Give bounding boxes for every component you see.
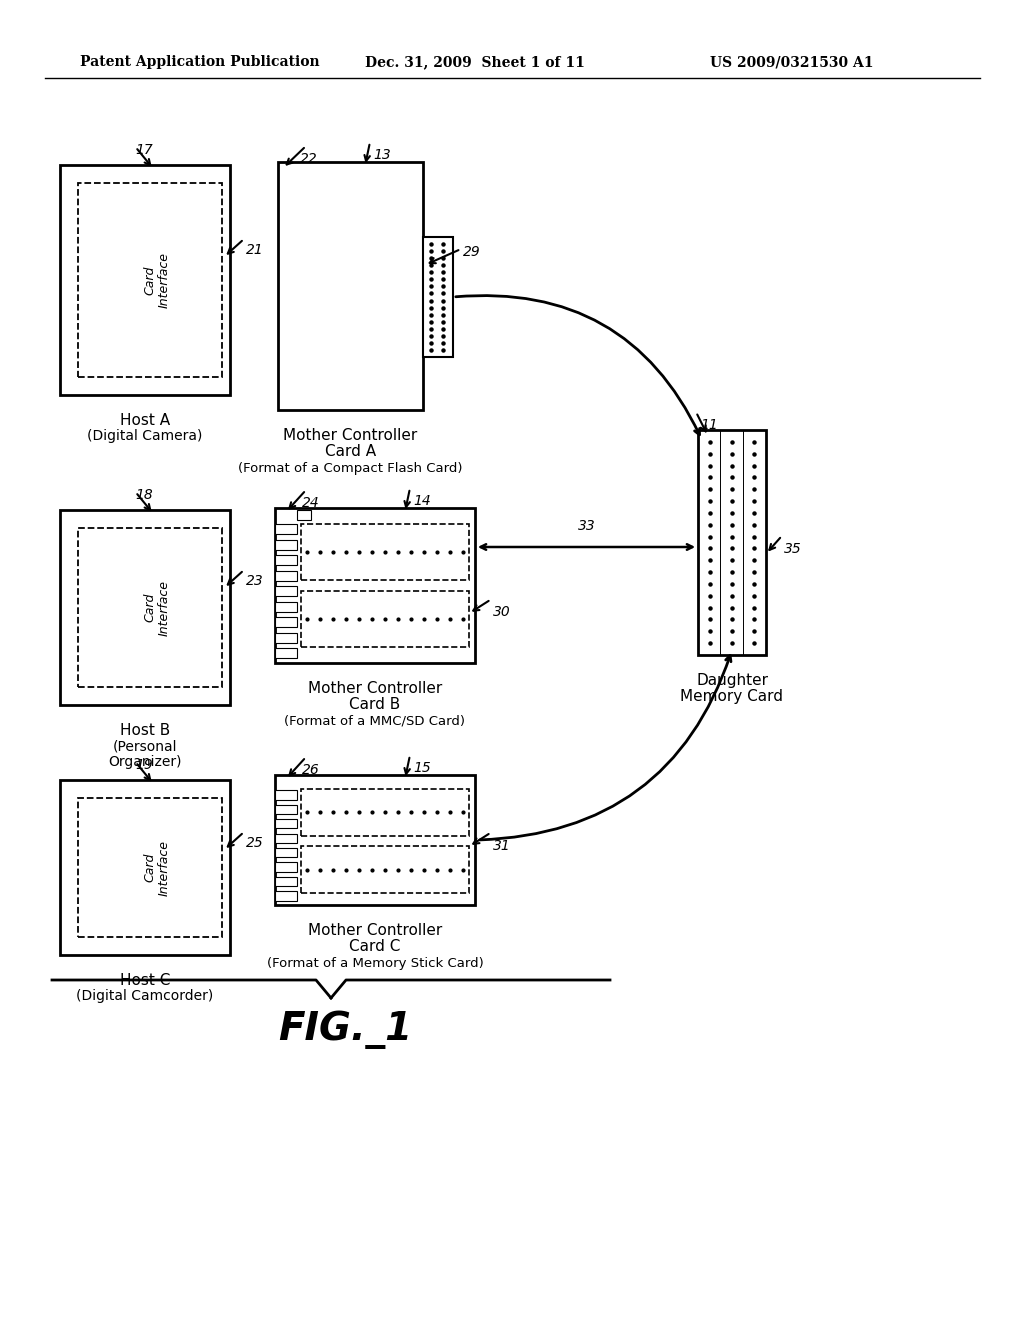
Text: Card B: Card B <box>349 697 400 711</box>
Text: 11: 11 <box>700 418 718 432</box>
Text: 14: 14 <box>413 494 431 508</box>
Bar <box>78 799 222 937</box>
Bar <box>275 833 297 843</box>
Text: Mother Controller: Mother Controller <box>308 681 442 696</box>
Text: (Digital Camcorder): (Digital Camcorder) <box>77 989 214 1003</box>
Text: 35: 35 <box>784 541 802 556</box>
Bar <box>297 510 311 520</box>
Bar <box>275 847 297 857</box>
Bar <box>301 524 469 579</box>
Text: Dec. 31, 2009  Sheet 1 of 11: Dec. 31, 2009 Sheet 1 of 11 <box>365 55 585 69</box>
Bar <box>78 183 222 378</box>
Text: 21: 21 <box>246 243 264 257</box>
Text: US 2009/0321530 A1: US 2009/0321530 A1 <box>710 55 873 69</box>
Text: 33: 33 <box>578 519 595 533</box>
Bar <box>278 162 423 411</box>
Bar <box>275 556 297 565</box>
Text: 13: 13 <box>373 148 391 162</box>
Bar <box>275 602 297 612</box>
Text: FIG._1: FIG._1 <box>278 1011 412 1049</box>
Text: 31: 31 <box>493 838 511 853</box>
Text: Organizer): Organizer) <box>109 755 181 770</box>
Bar <box>275 805 297 814</box>
Text: Card A: Card A <box>325 444 376 459</box>
Bar <box>275 862 297 871</box>
Text: Host C: Host C <box>120 973 170 987</box>
Bar <box>275 586 297 597</box>
Bar <box>275 618 297 627</box>
Text: (Personal: (Personal <box>113 739 177 752</box>
Text: Memory Card: Memory Card <box>681 689 783 704</box>
Text: Card
Interface: Card Interface <box>143 252 171 308</box>
Bar <box>275 648 297 659</box>
Bar <box>60 510 230 705</box>
Text: (Digital Camera): (Digital Camera) <box>87 429 203 444</box>
Bar <box>301 789 469 836</box>
Bar <box>275 524 297 535</box>
Text: 25: 25 <box>246 836 264 850</box>
Text: 29: 29 <box>463 246 480 259</box>
Text: Host B: Host B <box>120 723 170 738</box>
Bar <box>275 775 475 906</box>
Text: 22: 22 <box>300 152 317 166</box>
Text: Card
Interface: Card Interface <box>143 579 171 635</box>
Text: (Format of a Compact Flash Card): (Format of a Compact Flash Card) <box>239 462 463 475</box>
Text: (Format of a MMC/SD Card): (Format of a MMC/SD Card) <box>285 715 466 729</box>
Bar <box>275 540 297 550</box>
Text: Mother Controller: Mother Controller <box>308 923 442 939</box>
Bar <box>275 632 297 643</box>
Text: Card
Interface: Card Interface <box>143 840 171 895</box>
Bar <box>60 165 230 395</box>
Text: Patent Application Publication: Patent Application Publication <box>80 55 319 69</box>
Bar <box>301 591 469 647</box>
Text: (Format of a Memory Stick Card): (Format of a Memory Stick Card) <box>266 957 483 970</box>
Text: 15: 15 <box>413 762 431 775</box>
Text: 24: 24 <box>302 496 319 510</box>
Text: 26: 26 <box>302 763 319 777</box>
Text: 17: 17 <box>135 143 154 157</box>
Bar <box>275 876 297 886</box>
Bar <box>275 570 297 581</box>
Bar <box>275 508 475 663</box>
Text: 18: 18 <box>135 488 154 502</box>
Bar <box>275 891 297 900</box>
Bar <box>275 791 297 800</box>
Bar <box>78 528 222 686</box>
Text: Host A: Host A <box>120 413 170 428</box>
Bar <box>423 238 453 356</box>
Bar <box>60 780 230 954</box>
Text: Daughter: Daughter <box>696 673 768 688</box>
Bar <box>301 846 469 894</box>
Text: Card C: Card C <box>349 939 400 954</box>
Bar <box>275 818 297 829</box>
Text: 30: 30 <box>493 606 511 619</box>
Text: Mother Controller: Mother Controller <box>284 428 418 444</box>
Text: 23: 23 <box>246 574 264 587</box>
Bar <box>698 430 766 655</box>
Text: 19: 19 <box>135 758 154 772</box>
